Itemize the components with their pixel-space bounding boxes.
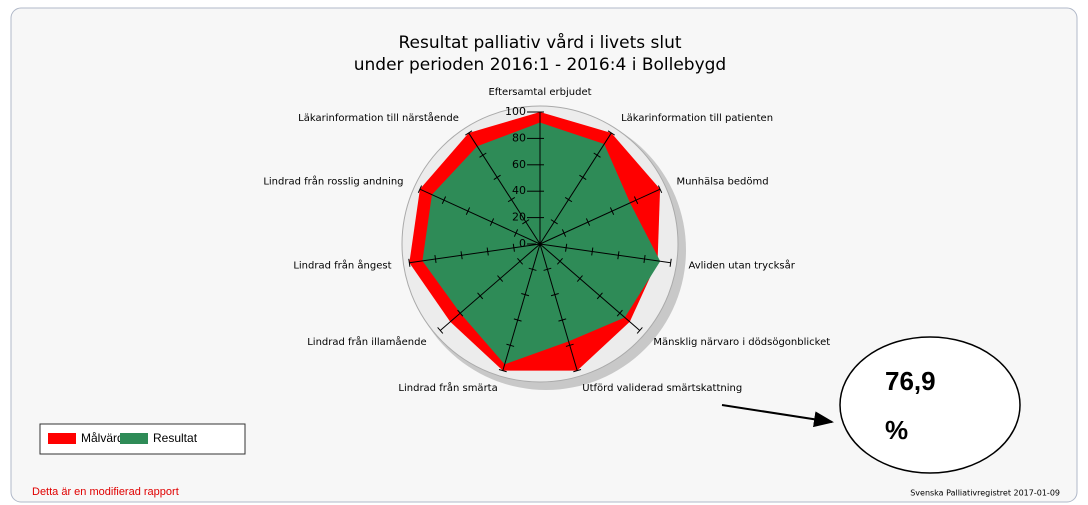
tick-mark — [506, 343, 515, 347]
axis-label: Mänsklig närvaro i dödsögonblicket — [653, 337, 830, 348]
tick-mark — [617, 251, 620, 260]
axis-line — [502, 243, 541, 371]
callout-arrow — [721, 404, 834, 428]
tick-mark — [479, 152, 487, 158]
axis-label: Lindrad från smärta — [398, 381, 497, 394]
tick-mark — [513, 229, 519, 237]
chart-subtitle: under perioden 2016:1 - 2016:4 i Bolleby… — [354, 55, 726, 75]
r-tick-label: 40 — [512, 184, 526, 197]
tick-mark — [550, 219, 558, 225]
tick-mark — [457, 309, 464, 317]
tick-mark — [512, 243, 515, 252]
tick-mark — [564, 196, 573, 203]
tick-mark — [585, 218, 591, 226]
legend-label: Målvärde — [81, 431, 131, 445]
r-tick-label: 20 — [512, 211, 526, 224]
callout-value: 76,9 — [885, 366, 936, 396]
axis-label: Läkarinformation till närstående — [298, 111, 459, 124]
tick-mark — [465, 130, 473, 136]
r-tick-label: 100 — [505, 105, 526, 118]
tick-mark — [460, 251, 463, 260]
tick-mark — [558, 318, 567, 322]
axis-line — [468, 132, 541, 245]
r-tick-label: 60 — [512, 158, 526, 171]
tick-mark — [579, 174, 587, 180]
tick-mark — [633, 196, 639, 204]
axis-label: Utförd validerad smärtskattning — [582, 383, 742, 394]
tick-mark — [565, 343, 574, 347]
tick-mark — [556, 257, 563, 265]
axis-line — [539, 132, 612, 245]
tick-mark — [596, 292, 603, 300]
tick-mark — [521, 293, 530, 297]
tick-mark — [507, 196, 516, 203]
legend-swatch — [120, 433, 148, 444]
axis-line — [419, 188, 541, 245]
axis-label: Lindrad från illamående — [307, 335, 426, 348]
axis-line — [409, 243, 541, 264]
tick-mark — [408, 258, 411, 267]
tick-mark — [576, 275, 583, 282]
tick-mark — [441, 196, 447, 204]
tick-mark — [497, 275, 504, 282]
axis-line — [539, 243, 578, 371]
tick-mark — [636, 327, 643, 334]
tick-mark — [543, 267, 552, 271]
tick-mark — [522, 219, 530, 225]
tick-mark — [437, 327, 444, 334]
tick-mark — [593, 152, 601, 158]
tick-mark — [498, 369, 507, 373]
axis-line — [539, 243, 641, 331]
axis-line — [439, 243, 541, 331]
tick-mark — [643, 254, 646, 264]
tick-mark — [513, 318, 522, 322]
axis-line — [539, 188, 661, 245]
footer-left: Detta är en modifierad rapport — [32, 486, 179, 498]
axis-label: Avliden utan trycksår — [688, 258, 795, 271]
axis-label: Eftersamtal erbjudet — [488, 87, 591, 98]
tick-mark — [607, 130, 615, 136]
tick-mark — [573, 369, 582, 373]
tick-mark — [486, 247, 489, 256]
axis-label: Lindrad från rosslig andning — [263, 175, 403, 188]
tick-mark — [417, 185, 423, 194]
tick-mark — [591, 247, 594, 256]
callout-unit: % — [885, 415, 908, 445]
tick-mark — [609, 207, 615, 215]
tick-mark — [477, 292, 484, 300]
callout — [839, 336, 1021, 474]
tick-mark — [669, 258, 672, 267]
axis-label: Lindrad från ångest — [293, 258, 391, 271]
legend-label: Resultat — [153, 431, 198, 445]
tick-mark — [561, 229, 567, 237]
tick-mark — [550, 293, 559, 297]
axis-line — [539, 243, 671, 264]
tick-mark — [528, 267, 537, 271]
tick-mark — [616, 309, 623, 317]
axis-label: Läkarinformation till patienten — [621, 113, 773, 124]
r-tick-label: 80 — [512, 131, 526, 144]
footer-right: Svenska Palliativregistret 2017-01-09 — [910, 489, 1060, 498]
tick-mark — [657, 185, 663, 194]
chart-title: Resultat palliativ vård i livets slut — [398, 32, 681, 53]
legend-swatch — [48, 433, 76, 444]
r-tick-label: 0 — [519, 237, 526, 250]
tick-mark — [565, 243, 568, 252]
tick-mark — [517, 257, 524, 265]
tick-mark — [465, 207, 471, 215]
axis-label: Munhälsa bedömd — [676, 177, 768, 188]
tick-mark — [434, 254, 437, 264]
tick-mark — [489, 218, 495, 226]
tick-mark — [493, 174, 501, 180]
